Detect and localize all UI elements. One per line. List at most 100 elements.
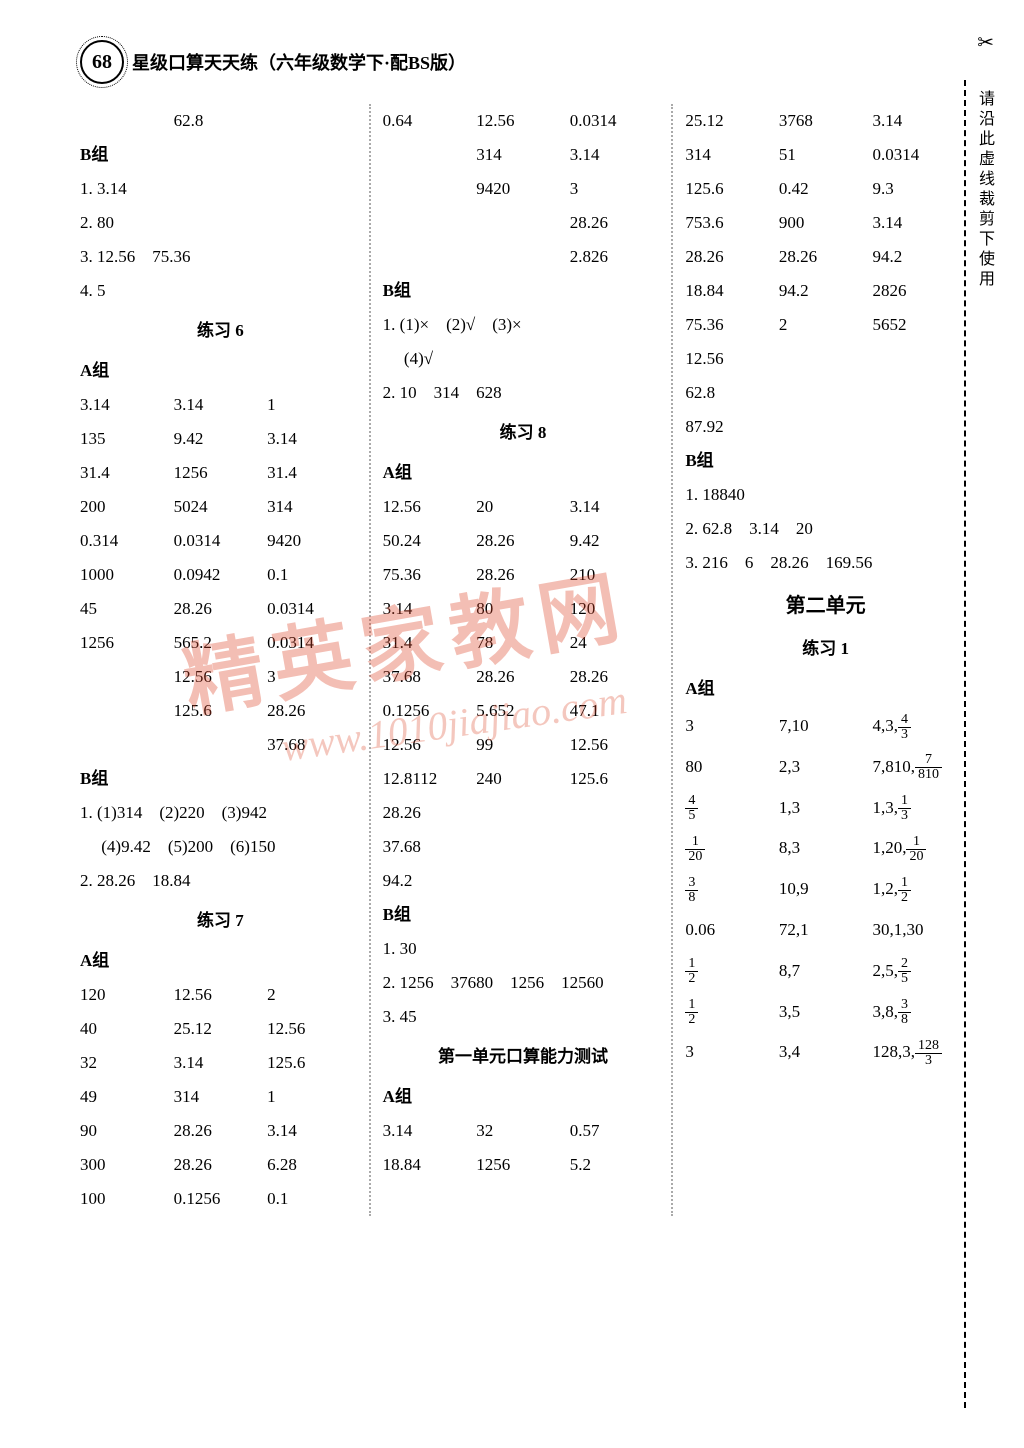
cell: 3.14 [267,1114,361,1148]
unit-title: 第二单元 [685,586,966,626]
table-row: 30028.266.28 [80,1148,361,1182]
table-row: 94.2 [383,864,664,898]
cell [476,796,570,830]
cell: 9.42 [174,422,268,456]
list-item: 1. 3.14 [80,172,361,206]
group-b-label: B组 [383,898,664,932]
table-row: 128,72,5,25 [685,951,966,992]
cell: 7,10 [779,706,873,747]
list-item: 1. 30 [383,932,664,966]
cell: 1256 [476,1148,570,1182]
cell: 1,3,13 [872,788,966,829]
cell: 125.6 [570,762,664,796]
cell: 120 [80,978,174,1012]
value: 62.8 [174,104,268,138]
table-row: 1208,31,20,120 [685,828,966,869]
cell [779,342,873,376]
cell: 78 [476,626,570,660]
cell: 0.1256 [383,694,477,728]
table-row: 4528.260.0314 [80,592,361,626]
cell: 0.1 [267,1182,361,1216]
table-row: 123,53,8,38 [685,992,966,1033]
table-row: 451,31,3,13 [685,788,966,829]
table-row: 0.6412.560.0314 [383,104,664,138]
table-row: 28.26 [383,206,664,240]
cell: 28.26 [570,206,664,240]
table-row: 94203 [383,172,664,206]
table-row: 28.26 [383,796,664,830]
cell: 300 [80,1148,174,1182]
cell: 8,7 [779,951,873,992]
table-row: 37.6828.2628.26 [383,660,664,694]
cell: 2826 [872,274,966,308]
cell: 210 [570,558,664,592]
header-title: 星级口算天天练（六年级数学下·配BS版） [132,49,466,75]
list-item: 1. (1)× (2)√ (3)× [383,308,664,342]
table-row: 10000.09420.1 [80,558,361,592]
cell: 1256 [80,626,174,660]
table-row: 28.2628.2694.2 [685,240,966,274]
cell: 100 [80,1182,174,1216]
exercise-title: 练习 6 [80,314,361,348]
cell [779,410,873,444]
cell: 2,3 [779,747,873,788]
list-item: 2. 80 [80,206,361,240]
list-item: 4. 5 [80,274,361,308]
cell: 2 [779,308,873,342]
group-b-label: B组 [80,138,361,172]
cell: 3,4 [779,1032,873,1073]
table-row: 802,37,810,7810 [685,747,966,788]
cell: 28.26 [267,694,361,728]
cell [872,410,966,444]
cell: 125.6 [174,694,268,728]
cell: 1,20,120 [872,828,966,869]
cell: 28.26 [174,1148,268,1182]
cell: 0.0314 [267,626,361,660]
table-row: 3143.14 [383,138,664,172]
page-number-badge: 68 [80,40,124,84]
cell: 18.84 [685,274,779,308]
table-row: 37.68 [383,830,664,864]
cell: 37.68 [383,830,477,864]
cell: 28.26 [476,660,570,694]
cell: 3.14 [570,490,664,524]
cell: 12 [685,992,779,1033]
page-number: 68 [92,51,112,74]
group-a-label: A组 [80,354,361,388]
cell [80,694,174,728]
cell: 3768 [779,104,873,138]
cell [570,864,664,898]
table-row: 87.92 [685,410,966,444]
cell: 12.56 [685,342,779,376]
cell: 3.14 [383,1114,477,1148]
cell: 0.0314 [570,104,664,138]
cell: 94.2 [779,274,873,308]
table-row: 75.3628.26210 [383,558,664,592]
cell: 24 [570,626,664,660]
cell: 28.26 [476,524,570,558]
cell: 135 [80,422,174,456]
cell: 3.14 [174,1046,268,1080]
cell: 12.56 [174,660,268,694]
cell: 128,3,1283 [872,1032,966,1073]
cell: 49 [80,1080,174,1114]
cell: 0.0314 [174,524,268,558]
table-row: 493141 [80,1080,361,1114]
cell: 75.36 [685,308,779,342]
cell [570,830,664,864]
table-row: 18.8494.22826 [685,274,966,308]
cell: 40 [80,1012,174,1046]
table-row: 50.2428.269.42 [383,524,664,558]
page-header: 68 星级口算天天练（六年级数学下·配BS版） [80,40,974,84]
cell: 20 [476,490,570,524]
cell: 30,1,30 [872,910,966,951]
cell: 0.57 [570,1114,664,1148]
group-a-label: A组 [383,456,664,490]
list-item: 2. 10 314 628 [383,376,664,410]
cell: 6.28 [267,1148,361,1182]
table-row: 31.4125631.4 [80,456,361,490]
group-b-label: B组 [685,444,966,478]
cell: 314 [267,490,361,524]
cell: 45 [685,788,779,829]
exercise-title: 练习 1 [685,632,966,666]
